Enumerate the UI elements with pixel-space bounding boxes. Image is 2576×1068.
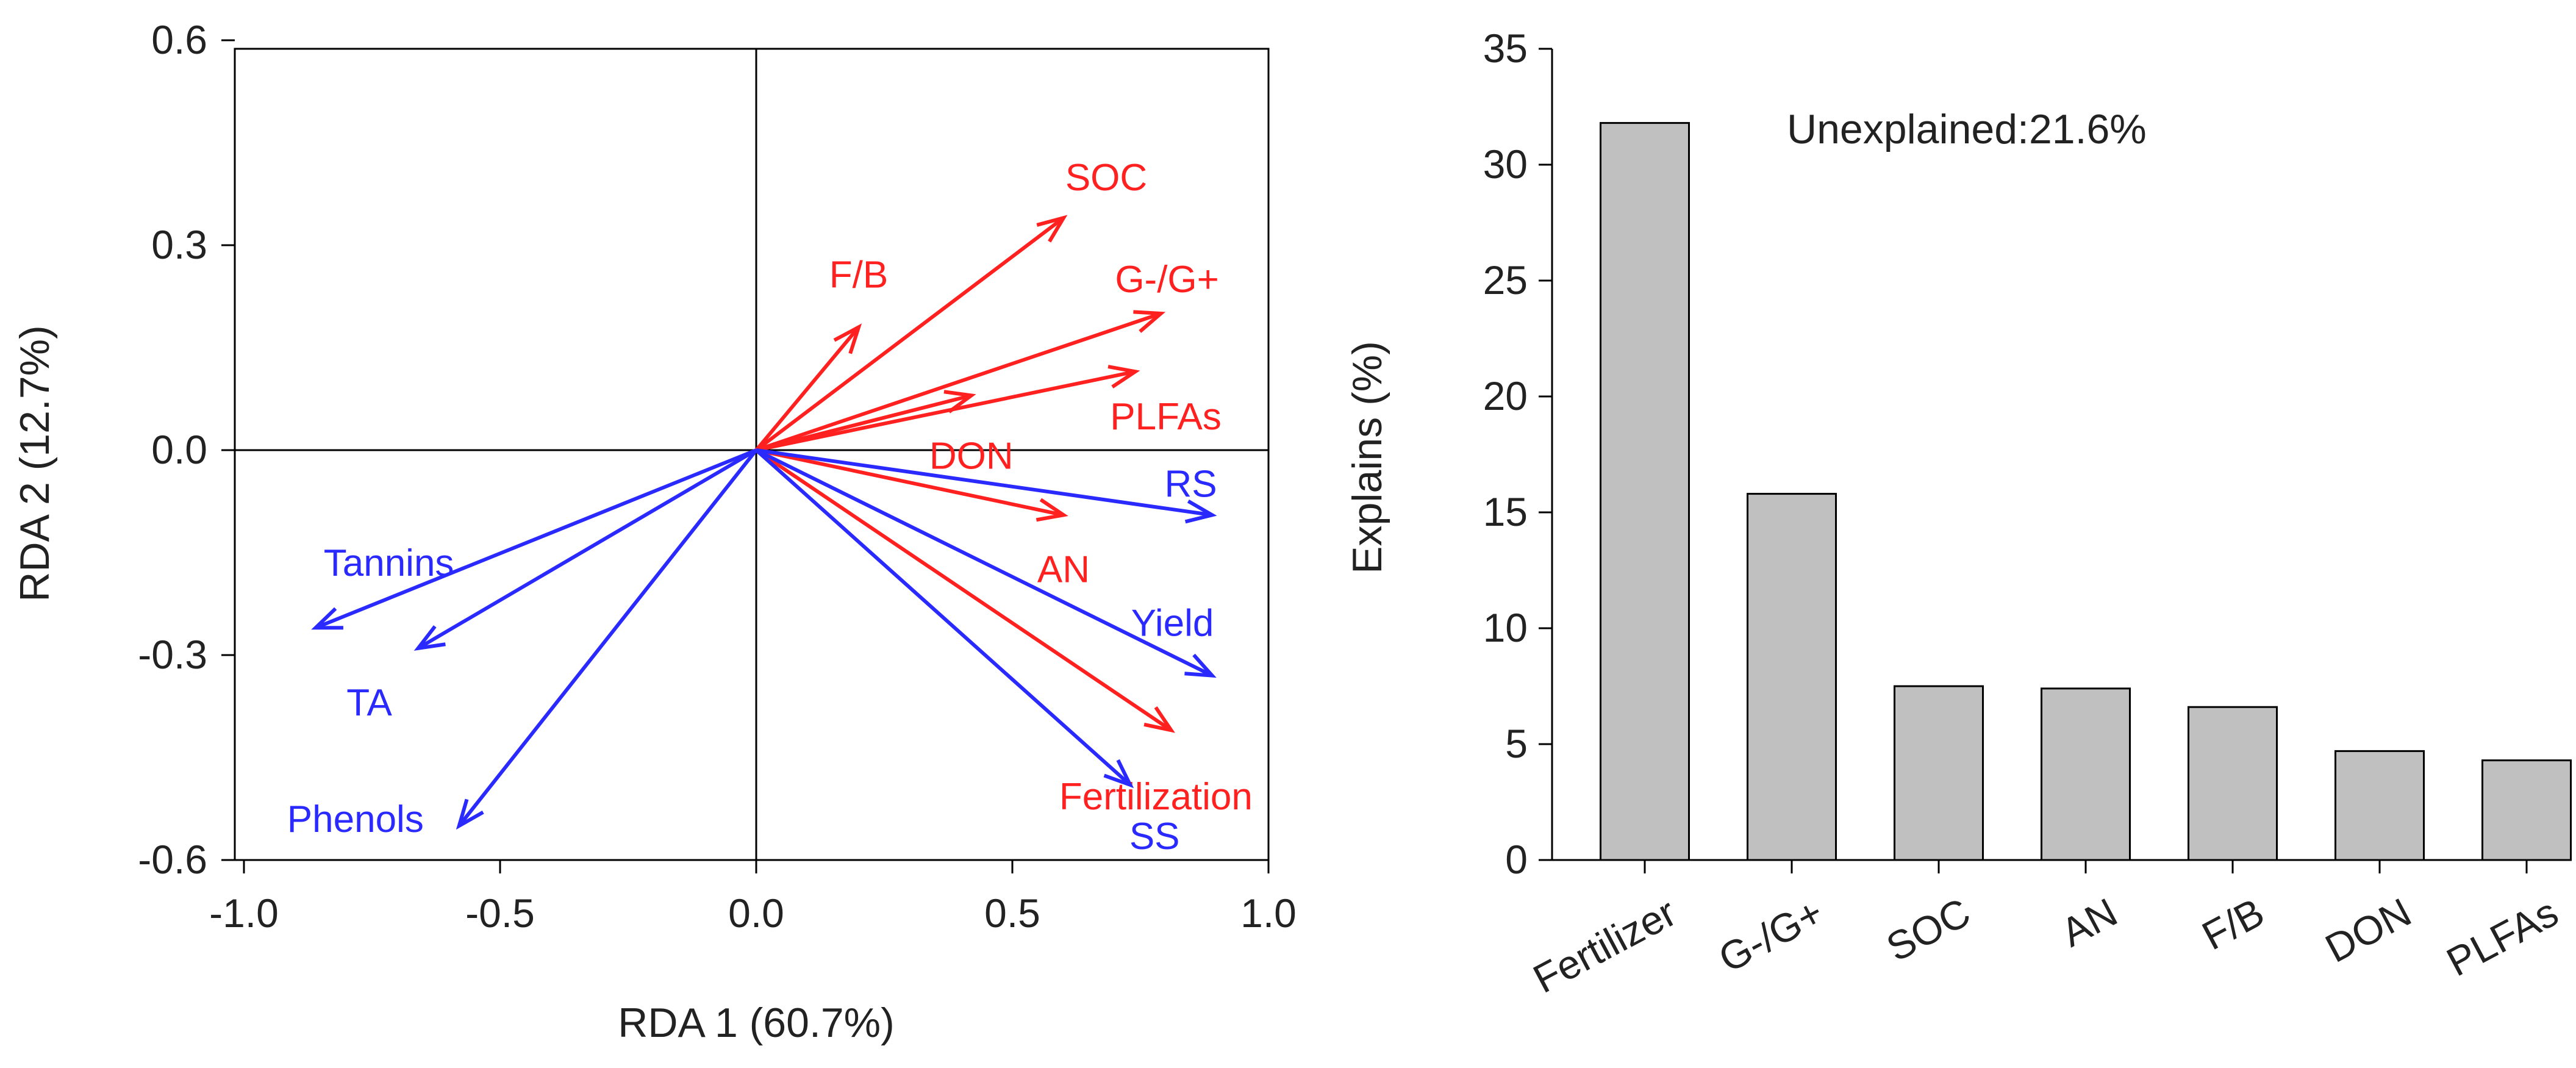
bar-category-label: SOC [1879, 889, 1977, 970]
bar-soc [1894, 685, 1984, 861]
bar-category-labels: Fertilizer G-/G+ SOC AN F/B DON PLFAs [1526, 860, 2565, 1002]
arrow-label: F/B [829, 254, 888, 296]
arrow-g-g-: G-/G+ [756, 259, 1219, 452]
rda-y-ticks: 0.6 0.3 0.0 -0.3 -0.6 [138, 17, 235, 882]
rda-x-tick-label: 1.0 [1240, 891, 1297, 936]
rda-y-tick-label: 0.6 [151, 17, 207, 62]
arrow-label: SOC [1065, 157, 1147, 199]
bar-y-tick-label: 10 [1483, 605, 1528, 650]
arrow-shaft [755, 448, 1173, 732]
bar-y-ticks: 0 5 10 15 20 25 30 35 [1483, 26, 1552, 882]
bar-category-label: Fertilizer [1526, 889, 1683, 1002]
bar-g-g- [1747, 493, 1837, 861]
arrow-head [413, 625, 446, 651]
arrow-label: Phenols [287, 798, 424, 840]
bar-category-label: PLFAs [2439, 889, 2565, 985]
arrow-rs: RS [756, 448, 1217, 524]
arrow-head [943, 390, 976, 414]
arrow-head [1143, 706, 1176, 733]
arrow-head [1103, 759, 1134, 789]
rda-x-tick-label: 0.5 [984, 891, 1040, 936]
bar-an [2041, 687, 2131, 861]
arrow-label: RS [1165, 463, 1217, 505]
arrow-label: SS [1129, 815, 1180, 858]
arrow-head [1036, 215, 1068, 243]
bar-category-label: G-/G+ [1711, 889, 1830, 981]
arrow-phenols: Phenols [287, 449, 758, 840]
arrow-head [311, 607, 343, 630]
rda-x-tick-label: 0.0 [728, 891, 784, 936]
rda-x-tick-label: -1.0 [209, 891, 279, 936]
arrow-head [1133, 310, 1166, 333]
bar-y-tick-label: 5 [1505, 721, 1528, 766]
arrow-shaft [754, 326, 860, 451]
arrow-f-b: F/B [754, 254, 888, 451]
rda-x-axis-label: RDA 1 (60.7%) [618, 1000, 895, 1046]
bar-category-label: DON [2318, 889, 2418, 971]
arrow-label: PLFAs [1110, 396, 1222, 438]
rda-y-tick-label: 0.3 [151, 222, 207, 267]
arrow-head [1036, 498, 1068, 522]
arrow-head [456, 798, 484, 830]
bar-plfas [2481, 759, 2572, 861]
arrow-yield: Yield [755, 448, 1217, 678]
rda-y-axis-label: RDA 2 (12.7%) [12, 325, 58, 602]
arrow-fertilization: Fertilization [755, 448, 1253, 818]
rda-x-ticks: -1.0 -0.5 0.0 0.5 1.0 [209, 860, 1297, 936]
rda-plot-frame [234, 48, 1270, 861]
arrow-shaft [754, 448, 1132, 787]
arrow-head [1184, 500, 1217, 524]
arrow-shaft [756, 393, 972, 452]
bar-y-axis-label: Explains (%) [1344, 341, 1390, 574]
arrow-ta: TA [346, 448, 757, 724]
bar-annotation-unexplained: Unexplained:21.6% [1787, 106, 2147, 152]
arrow-label: Fertilization [1059, 776, 1253, 818]
arrow-label: DON [929, 435, 1014, 477]
arrow-shaft [756, 370, 1136, 452]
arrow-shaft [315, 448, 757, 629]
arrow-shaft [457, 449, 758, 827]
arrow-label: TA [346, 682, 392, 724]
rda-y-tick-label: -0.3 [138, 632, 207, 677]
bar-y-tick-label: 15 [1483, 489, 1528, 534]
arrow-shaft [417, 448, 757, 650]
bar-category-label: F/B [2195, 889, 2271, 959]
bar-category-label: AN [2054, 889, 2125, 955]
arrow-tannins: Tannins [311, 448, 757, 630]
bar-y-tick-label: 0 [1505, 837, 1528, 882]
arrow-shaft [756, 448, 1064, 517]
arrow-plfas: PLFAs [756, 365, 1222, 452]
bar-series [1600, 122, 2572, 861]
arrow-shaft [755, 216, 1065, 452]
rda-x-tick-label: -0.5 [465, 891, 535, 936]
bar-y-tick-label: 25 [1483, 257, 1528, 303]
rda-arrows: SOC F/B G-/G+ PLFAs DON AN Fertilization RS Yiel… [287, 157, 1253, 858]
bar-don [2334, 750, 2425, 861]
bar-y-tick-label: 35 [1483, 26, 1528, 71]
arrow-head [1107, 365, 1140, 389]
arrow-head [833, 323, 862, 354]
arrow-ss: SS [754, 448, 1180, 858]
arrow-shaft [755, 448, 1213, 678]
rda-biplot: -1.0 -0.5 0.0 0.5 1.0 0.6 0.3 0.0 -0.3 -0.6 SOC F… [12, 17, 1297, 1046]
arrow-an: AN [756, 448, 1090, 590]
bar-y-tick-label: 20 [1483, 373, 1528, 418]
rda-y-tick-label: 0.0 [151, 427, 207, 472]
arrow-label: G-/G+ [1115, 259, 1219, 301]
rda-y-tick-label: -0.6 [138, 837, 207, 882]
arrow-head [1184, 653, 1217, 678]
arrow-label: AN [1037, 548, 1090, 590]
arrow-don: DON [756, 390, 1014, 477]
explains-bar-chart: 0 5 10 15 20 25 30 35 Fertilizer G-/G+ SOC AN F/B DO… [1344, 26, 2572, 1002]
arrow-shaft [756, 312, 1162, 452]
bar-fertilizer [1600, 122, 1690, 861]
bar-y-tick-label: 30 [1483, 142, 1528, 187]
arrow-label: Tannins [324, 542, 454, 584]
arrow-shaft [756, 448, 1213, 517]
arrow-soc: SOC [755, 157, 1147, 452]
bar-f-b [2188, 706, 2278, 861]
arrow-label: Yield [1131, 603, 1214, 645]
